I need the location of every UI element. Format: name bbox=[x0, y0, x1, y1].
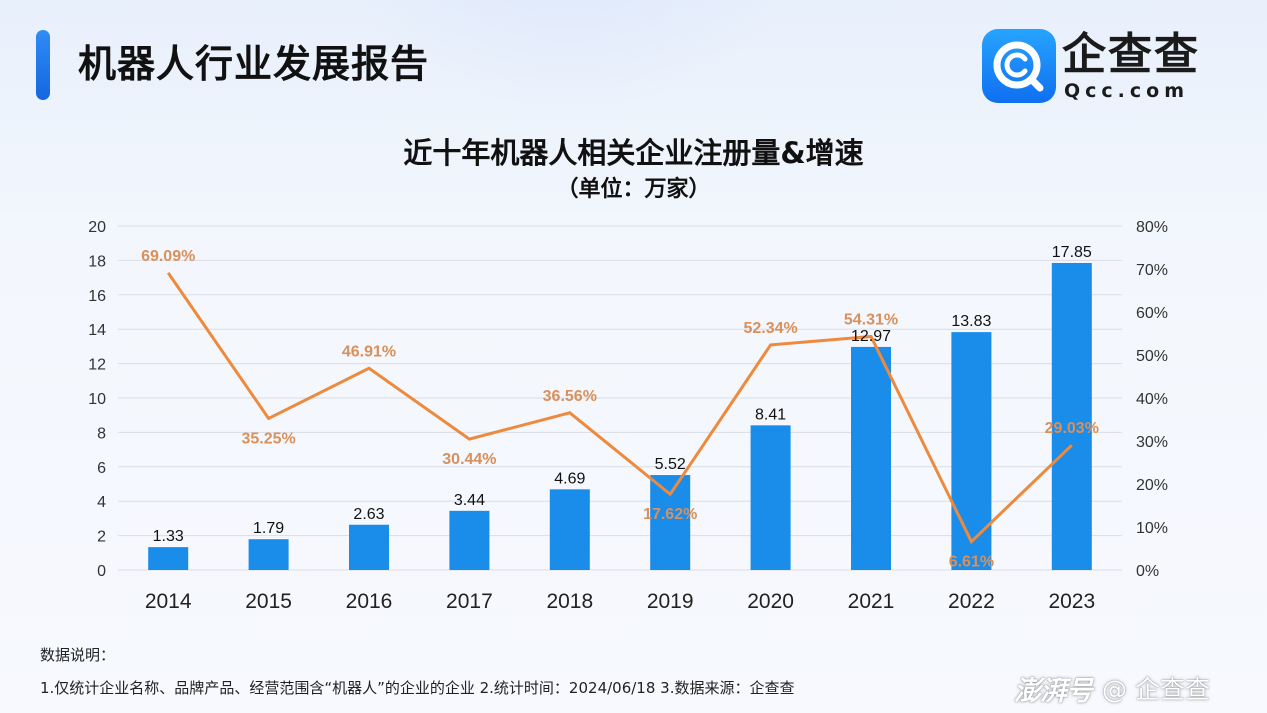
x-tick-label: 2018 bbox=[546, 590, 593, 613]
y-right-tick-label: 50% bbox=[1136, 348, 1168, 365]
x-tick-label: 2014 bbox=[145, 590, 192, 613]
bar-value-label: 13.83 bbox=[951, 313, 991, 330]
bar bbox=[549, 489, 590, 570]
notes-text: 1.仅统计企业名称、品牌产品、经营范围含“机器人”的企业的企业 2.统计时间：2… bbox=[40, 679, 795, 697]
bar-value-label: 4.69 bbox=[554, 470, 585, 487]
bar bbox=[650, 475, 691, 570]
bar-value-label: 8.41 bbox=[755, 406, 786, 423]
watermark-brand: 澎湃号 bbox=[1014, 675, 1093, 707]
growth-rate-label: 69.09% bbox=[141, 248, 195, 265]
bar bbox=[951, 332, 992, 570]
bar-value-label: 1.33 bbox=[153, 528, 184, 545]
growth-rate-label: 29.03% bbox=[1045, 420, 1099, 437]
y-left-tick-label: 16 bbox=[88, 288, 106, 305]
bar bbox=[148, 547, 189, 570]
bar bbox=[248, 539, 289, 570]
y-right-tick-label: 20% bbox=[1136, 477, 1168, 494]
y-left-tick-label: 20 bbox=[88, 219, 106, 236]
y-left-tick-label: 14 bbox=[88, 322, 106, 339]
growth-rate-label: 54.31% bbox=[844, 311, 898, 328]
growth-line bbox=[166, 272, 1073, 545]
bar bbox=[349, 524, 389, 570]
notes-heading: 数据说明： bbox=[40, 646, 116, 664]
y-left-tick-label: 2 bbox=[97, 529, 106, 546]
growth-rate-label: 6.61% bbox=[949, 554, 994, 571]
x-tick-label: 2022 bbox=[948, 590, 995, 613]
bar-value-label: 1.79 bbox=[253, 520, 284, 537]
growth-rate-label: 30.44% bbox=[442, 451, 496, 468]
bar-series bbox=[148, 262, 1092, 570]
bar bbox=[750, 425, 791, 570]
y-right-tick-label: 0% bbox=[1136, 563, 1159, 580]
title-accent-bar bbox=[36, 30, 50, 100]
logo-name: 企查查 bbox=[1062, 29, 1200, 80]
y-left-tick-label: 0 bbox=[97, 563, 106, 580]
bar bbox=[1051, 262, 1092, 570]
growth-rate-label: 46.91% bbox=[342, 343, 396, 360]
watermark: 澎湃号 @ 企查查 bbox=[1014, 668, 1210, 708]
x-tick-label: 2017 bbox=[446, 590, 493, 613]
y-left-tick-label: 10 bbox=[88, 391, 106, 408]
y-left-tick-label: 18 bbox=[88, 253, 106, 270]
bar-value-label: 3.44 bbox=[454, 492, 485, 509]
bar bbox=[851, 346, 891, 570]
bar-value-label: 5.52 bbox=[655, 456, 686, 473]
y-left-tick-label: 4 bbox=[97, 494, 106, 511]
watermark-account: @ 企查查 bbox=[1102, 675, 1210, 704]
qcc-logo-icon bbox=[982, 29, 1056, 103]
data-labels: 1.33 1.79 2.63 3.44 4.69 5.52 8.41 12.97 13.83 17… bbox=[141, 244, 1099, 571]
growth-rate-label: 52.34% bbox=[743, 320, 797, 337]
bar-value-label: 12.97 bbox=[851, 328, 891, 345]
bar-value-label: 2.63 bbox=[353, 506, 384, 523]
y-right-tick-label: 70% bbox=[1136, 262, 1168, 279]
bar bbox=[449, 510, 490, 570]
y-left-tick-label: 8 bbox=[97, 425, 106, 442]
y-right-tick-label: 40% bbox=[1136, 391, 1168, 408]
growth-line-series bbox=[166, 272, 1073, 545]
report-title: 机器人行业发展报告 bbox=[78, 42, 430, 86]
x-tick-label: 2016 bbox=[346, 590, 393, 613]
y-right-tick-label: 80% bbox=[1136, 219, 1168, 236]
y-left-tick-label: 6 bbox=[97, 460, 106, 477]
y-right-tick-label: 30% bbox=[1136, 434, 1168, 451]
x-tick-label: 2023 bbox=[1048, 590, 1095, 613]
x-tick-label: 2020 bbox=[747, 590, 794, 613]
growth-rate-label: 17.62% bbox=[643, 506, 697, 523]
x-tick-label: 2021 bbox=[848, 590, 895, 613]
axis-labels: 0 2 4 6 8 10 12 14 16 18 20 0% 10% 20% 30% 40% 50% 60% 70%… bbox=[88, 219, 1168, 613]
growth-rate-label: 36.56% bbox=[543, 388, 597, 405]
x-tick-label: 2019 bbox=[647, 590, 694, 613]
y-right-tick-label: 10% bbox=[1136, 520, 1168, 537]
x-tick-label: 2015 bbox=[245, 590, 292, 613]
y-left-tick-label: 12 bbox=[88, 357, 106, 374]
y-right-tick-label: 60% bbox=[1136, 305, 1168, 322]
chart-subtitle: （单位：万家） bbox=[556, 177, 711, 202]
chart-title: 近十年机器人相关企业注册量&增速 bbox=[403, 136, 864, 170]
growth-rate-label: 35.25% bbox=[241, 430, 295, 447]
bar-value-label: 17.85 bbox=[1052, 244, 1092, 261]
logo-domain: Qcc.com bbox=[1064, 80, 1190, 102]
